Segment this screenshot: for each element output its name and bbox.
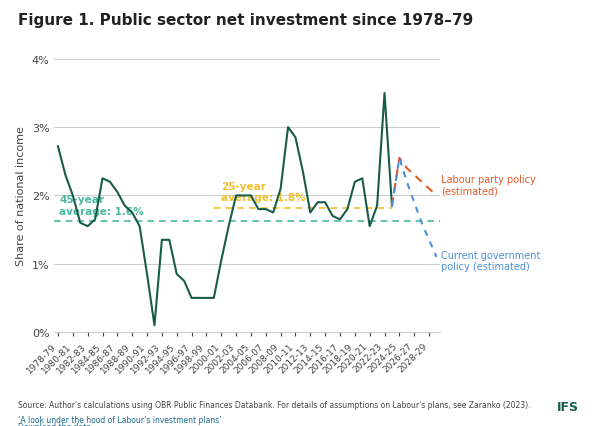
Text: 45-year
average: 1.6%: 45-year average: 1.6%	[60, 195, 144, 216]
Text: IFS: IFS	[557, 400, 579, 413]
Text: Labour party policy
(estimated): Labour party policy (estimated)	[441, 175, 535, 196]
Y-axis label: Share of national income: Share of national income	[16, 126, 26, 266]
Text: Current government
policy (estimated): Current government policy (estimated)	[441, 250, 540, 271]
Text: Source: Author's calculations using OBR Public Finances Databank. For details of: Source: Author's calculations using OBR …	[18, 400, 531, 409]
Text: Figure 1. Public sector net investment since 1978–79: Figure 1. Public sector net investment s…	[18, 13, 473, 28]
Text: ‘A look under the hood of Labour’s investment plans’: ‘A look under the hood of Labour’s inves…	[18, 415, 222, 424]
Text: 25-year
average: 1.8%: 25-year average: 1.8%	[221, 181, 306, 203]
Text: Download the data: Download the data	[18, 422, 91, 426]
